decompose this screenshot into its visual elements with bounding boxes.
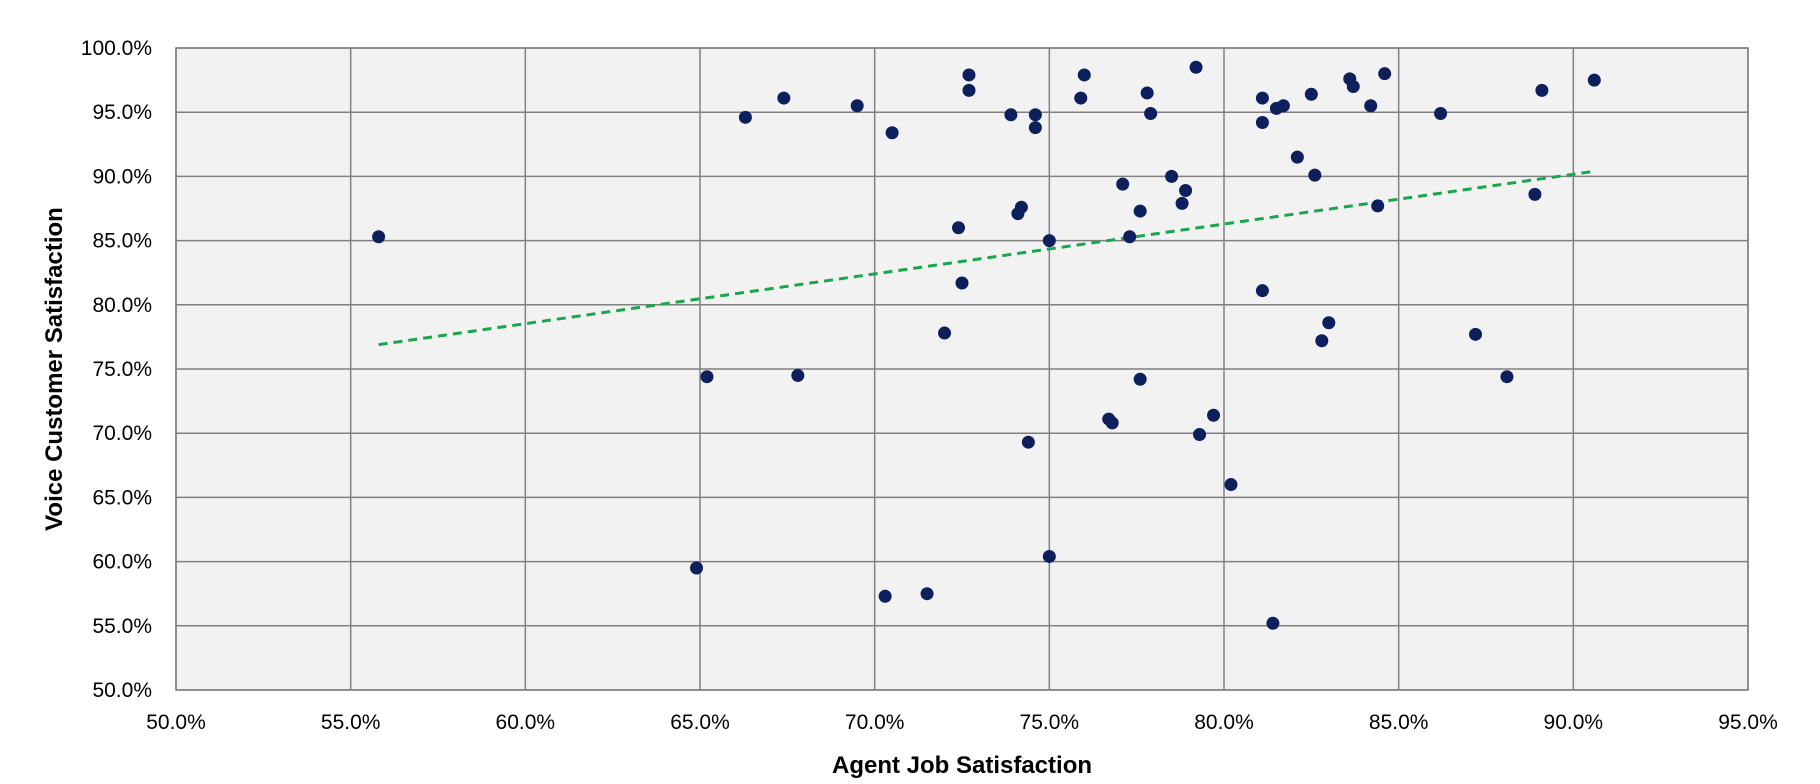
data-point — [1276, 99, 1290, 113]
data-point — [1123, 230, 1137, 244]
data-point — [885, 126, 899, 140]
data-point — [777, 91, 791, 105]
x-tick-label: 60.0% — [496, 711, 556, 734]
data-point — [1434, 106, 1448, 120]
data-point — [1290, 150, 1304, 164]
data-point — [955, 276, 969, 290]
data-point — [1255, 115, 1269, 129]
data-point — [372, 230, 386, 244]
data-point — [1175, 196, 1189, 210]
data-point — [1371, 199, 1385, 213]
data-point — [1004, 108, 1018, 122]
x-tick-label: 65.0% — [670, 711, 730, 734]
y-tick-label: 85.0% — [92, 230, 152, 253]
data-point — [1346, 80, 1360, 94]
data-point — [850, 99, 864, 113]
data-point — [1116, 177, 1130, 191]
x-tick-label: 85.0% — [1369, 711, 1429, 734]
x-tick-label: 75.0% — [1020, 711, 1080, 734]
data-point — [878, 589, 892, 603]
data-point — [1028, 108, 1042, 122]
data-point — [1535, 83, 1549, 97]
y-axis-title: Voice Customer Satisfaction — [41, 207, 68, 531]
data-point — [1308, 168, 1322, 182]
y-tick-label: 70.0% — [92, 422, 152, 445]
plot-border — [175, 47, 1749, 691]
data-point — [920, 587, 934, 601]
x-tick-label: 50.0% — [146, 711, 206, 734]
data-point — [1193, 427, 1207, 441]
data-point — [1322, 316, 1336, 330]
data-point — [1266, 616, 1280, 630]
x-tick-label: 70.0% — [845, 711, 905, 734]
x-tick-label: 80.0% — [1194, 711, 1254, 734]
data-point — [1028, 121, 1042, 135]
x-tick-label: 95.0% — [1718, 711, 1778, 734]
data-point — [1304, 87, 1318, 101]
data-point — [1364, 99, 1378, 113]
data-point — [1133, 372, 1147, 386]
data-point — [962, 83, 976, 97]
data-point — [1144, 106, 1158, 120]
y-tick-label: 90.0% — [92, 165, 152, 188]
y-axis-ticks: 50.0% 55.0% 60.0% 65.0% 70.0% 75.0% 80.0% 85.0%… — [81, 37, 152, 702]
data-point — [1133, 204, 1147, 218]
data-point — [1021, 435, 1035, 449]
data-point — [1189, 60, 1203, 74]
y-tick-label: 65.0% — [92, 486, 152, 509]
data-point — [1528, 187, 1542, 201]
data-point — [1140, 86, 1154, 100]
y-tick-label: 50.0% — [92, 679, 152, 702]
data-point — [1500, 370, 1514, 384]
data-point — [938, 326, 952, 340]
data-point — [1224, 478, 1238, 492]
y-tick-label: 95.0% — [92, 101, 152, 124]
data-point — [690, 561, 704, 575]
data-point — [1255, 284, 1269, 298]
data-point — [738, 110, 752, 124]
data-point — [1315, 334, 1329, 348]
data-point — [1469, 327, 1483, 341]
y-tick-label: 55.0% — [92, 615, 152, 638]
data-points — [372, 60, 1601, 630]
data-point — [1165, 169, 1179, 183]
data-point — [1042, 234, 1056, 248]
x-axis-ticks: 50.0% 55.0% 60.0% 65.0% 70.0% 75.0% 80.0% 85.0%… — [146, 711, 1778, 734]
data-point — [1255, 91, 1269, 105]
data-point — [1042, 549, 1056, 563]
x-tick-label: 90.0% — [1544, 711, 1604, 734]
trendline — [378, 169, 1595, 347]
data-point — [962, 68, 976, 82]
data-point — [700, 370, 714, 384]
data-point — [952, 221, 966, 235]
data-point — [1077, 68, 1091, 82]
data-point — [791, 368, 805, 382]
data-point — [1179, 184, 1193, 198]
x-axis-title: Agent Job Satisfaction — [832, 752, 1092, 779]
data-point — [1587, 73, 1601, 87]
y-tick-label: 75.0% — [92, 358, 152, 381]
y-tick-label: 100.0% — [81, 37, 152, 60]
data-point — [1074, 91, 1088, 105]
data-point — [1105, 416, 1119, 430]
data-point — [1014, 200, 1028, 214]
y-tick-label: 80.0% — [92, 294, 152, 317]
y-tick-label: 60.0% — [92, 551, 152, 574]
data-point — [1207, 408, 1221, 422]
data-point — [1378, 67, 1392, 81]
x-tick-label: 55.0% — [321, 711, 381, 734]
